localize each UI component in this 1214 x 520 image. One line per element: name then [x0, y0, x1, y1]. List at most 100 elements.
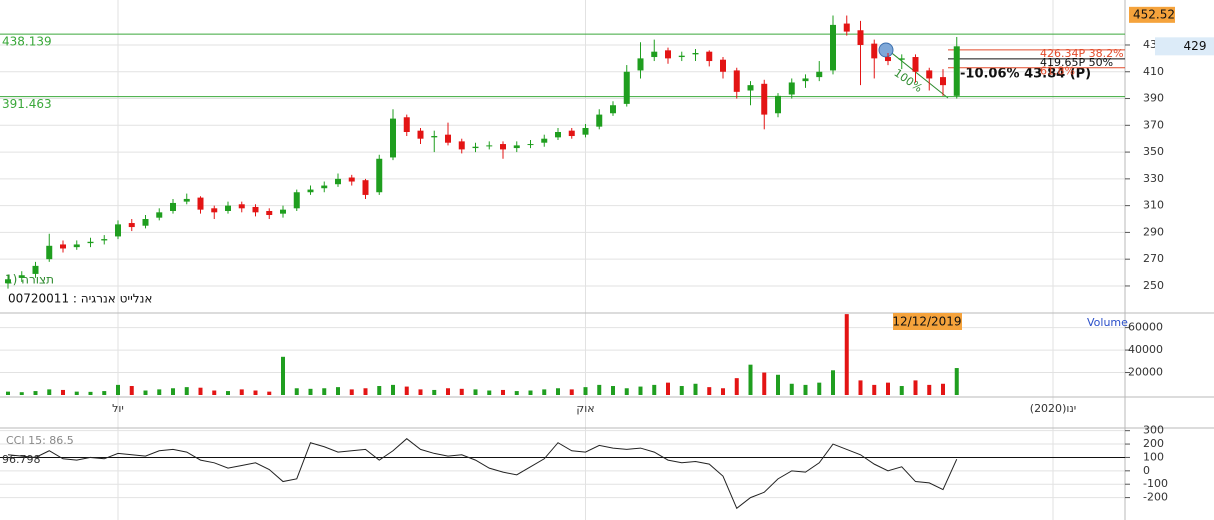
candle-body [830, 24, 836, 71]
volume-bar [239, 389, 244, 395]
candle-body [376, 158, 383, 193]
y-tick-label: 300 [1143, 424, 1164, 437]
instrument-label: אנלייט אנרגיה : 00720011 [8, 292, 152, 306]
y-tick-label: 410 [1143, 65, 1164, 78]
candle-body [802, 78, 809, 82]
volume-bar [432, 389, 437, 395]
candle-body [912, 57, 919, 72]
candle-body [733, 70, 740, 92]
x-tick-label: ינו(2020) [1030, 402, 1076, 415]
candle-body [348, 177, 355, 182]
volume-bar [404, 386, 409, 395]
volume-bar [569, 389, 574, 395]
volume-bar [528, 390, 533, 395]
volume-bar [679, 386, 684, 395]
candle-body [142, 219, 149, 226]
candle-body [651, 51, 658, 58]
fib-label: 426.34P 38.2% [1040, 47, 1124, 60]
date-box [893, 313, 962, 330]
volume-bar [817, 382, 822, 395]
y-tick-label: 370 [1143, 118, 1164, 131]
candle-body [500, 144, 506, 150]
candle-body [225, 205, 231, 211]
y-tick-label: -100 [1143, 477, 1168, 490]
volume-bar [157, 389, 162, 395]
candle-body [252, 206, 259, 213]
candle-body [678, 55, 685, 58]
candle-body [775, 95, 781, 114]
candle-body [898, 58, 905, 60]
volume-bar [308, 388, 313, 395]
candle-body [513, 145, 520, 149]
cci-title: CCI 15: 86.5 [6, 434, 74, 447]
volume-bar [776, 374, 780, 395]
cci-line [7, 438, 958, 510]
y-tick-label: 0 [1143, 464, 1150, 477]
trend-line [887, 49, 949, 99]
volume-bar [831, 370, 835, 395]
volume-bar [748, 364, 753, 395]
y-tick-label: 270 [1143, 252, 1164, 265]
candle-body [788, 82, 795, 95]
candle-body [706, 51, 713, 62]
volume-bar [913, 380, 918, 395]
volume-bar [803, 384, 808, 395]
volume-bar [721, 388, 725, 395]
candle-body [32, 265, 39, 274]
volume-bar [47, 389, 52, 395]
volume-bar [281, 356, 285, 395]
candle-body [431, 136, 438, 138]
volume-bar [88, 391, 93, 395]
candle-body [73, 244, 80, 248]
candle-body [816, 71, 823, 78]
pattern-label: תצורה (1 [5, 273, 54, 287]
volume-bar [652, 384, 657, 395]
level-label: 391.463 [2, 97, 52, 111]
candle-body [445, 134, 451, 143]
date-label: 12/12/2019 [892, 315, 961, 329]
candle-body [266, 210, 273, 216]
candle-body [541, 138, 548, 143]
candle-body [885, 57, 891, 62]
trend-handle[interactable] [878, 42, 894, 58]
candle-body [238, 204, 245, 209]
volume-bar [322, 388, 327, 395]
candle-body [555, 132, 561, 138]
volume-bar [143, 390, 148, 395]
candle-body [362, 180, 369, 195]
candle-body [280, 209, 286, 214]
candle-body [857, 30, 864, 45]
y-tick-label: 60000 [1128, 321, 1163, 334]
volume-bar [459, 388, 464, 395]
volume-bar [693, 383, 698, 395]
volume-bar [542, 389, 547, 395]
volume-bar [19, 392, 24, 395]
x-tick-label: אוק [576, 402, 594, 415]
volume-bar [336, 387, 340, 395]
volume-bar [294, 388, 299, 395]
volume-bar [61, 389, 65, 395]
candle-body [87, 241, 94, 244]
candle-body [665, 50, 671, 59]
volume-bar [391, 384, 395, 395]
candle-body [101, 239, 108, 241]
volume-bar [501, 389, 505, 395]
volume-bar [954, 368, 959, 395]
volume-bar [886, 382, 890, 395]
candle-body [115, 224, 121, 237]
volume-bar [74, 391, 79, 395]
candle-body [582, 127, 589, 135]
candle-body [472, 146, 479, 149]
candle-body [60, 244, 66, 249]
y-tick-label: 350 [1143, 145, 1164, 158]
volume-bar [789, 383, 794, 395]
candle-body [926, 70, 933, 79]
high-box [1129, 6, 1175, 23]
volume-bar [899, 386, 904, 395]
volume-bar [349, 389, 354, 395]
y-tick-label: 310 [1143, 199, 1164, 212]
volume-bar [556, 388, 560, 395]
volume-bar [487, 390, 492, 395]
volume-bar [941, 383, 945, 395]
